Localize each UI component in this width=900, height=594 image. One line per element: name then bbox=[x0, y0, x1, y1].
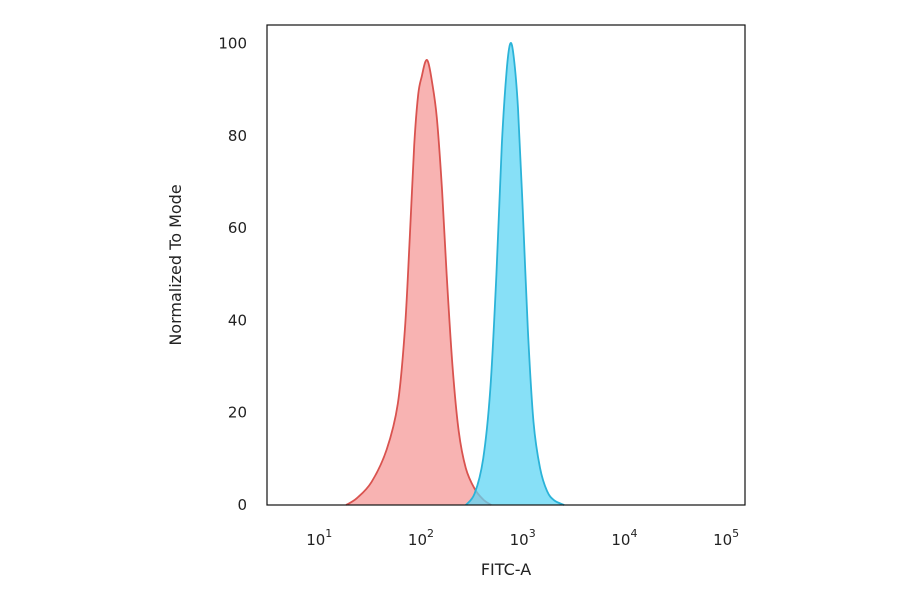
y-tick-label: 100 bbox=[218, 34, 247, 52]
plot-frame bbox=[266, 24, 746, 506]
series-1-line bbox=[345, 59, 492, 506]
x-axis-title: FITC-A bbox=[481, 560, 531, 579]
y-tick-label: 40 bbox=[228, 311, 247, 329]
y-tick-label: 20 bbox=[228, 404, 247, 422]
x-tick-label: 103 bbox=[510, 527, 536, 549]
series-2-area bbox=[465, 42, 565, 506]
y-axis: 0 20 40 60 80 100 bbox=[218, 34, 247, 514]
series-2-line bbox=[465, 42, 565, 506]
series-1-area bbox=[346, 59, 492, 506]
y-tick-label: 0 bbox=[237, 496, 247, 514]
y-axis-title: Normalized To Mode bbox=[166, 184, 185, 345]
x-tick-label: 101 bbox=[306, 527, 332, 549]
series-layer bbox=[345, 42, 565, 506]
y-tick-label: 60 bbox=[228, 219, 247, 237]
x-tick-label: 104 bbox=[611, 527, 637, 549]
y-tick-label: 80 bbox=[228, 127, 247, 145]
x-tick-label: 102 bbox=[408, 527, 434, 549]
x-tick-label: 105 bbox=[713, 527, 739, 549]
x-axis: 101 102 103 104 105 bbox=[306, 527, 739, 549]
